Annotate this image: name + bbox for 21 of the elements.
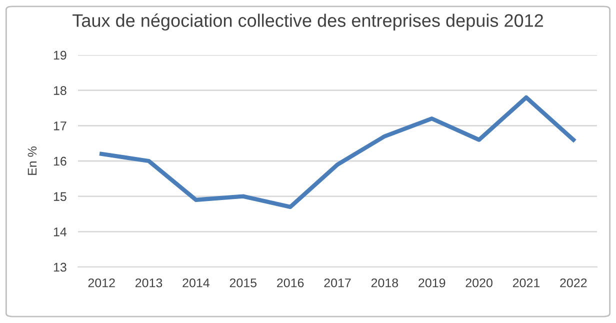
x-tick-label: 2018: [371, 278, 398, 288]
x-tick-label: 2017: [324, 278, 351, 288]
x-tick-label: 2021: [512, 278, 540, 288]
y-tick-label: 13: [54, 262, 66, 272]
y-tick-label: 16: [54, 156, 66, 166]
y-tick-label: 14: [54, 228, 67, 236]
chart-title: Taux de négociation collective des entreprises depuis 2012: [72, 13, 543, 31]
x-tick-label: 2013: [136, 278, 162, 288]
y-tick-label: 19: [54, 50, 66, 60]
y-axis-title: En %: [28, 146, 37, 175]
x-tick-label: 2020: [466, 278, 492, 288]
y-tick-label: 17: [54, 122, 66, 130]
x-tick-label: 2016: [277, 278, 304, 288]
x-tick-label: 2022: [560, 278, 587, 288]
x-tick-label: 2014: [182, 278, 210, 288]
x-tick-label: 2015: [230, 278, 257, 288]
x-tick-label: 2012: [88, 278, 115, 288]
y-tick-label: 18: [54, 86, 66, 95]
line-series: [100, 95, 576, 210]
x-tick-label: 2019: [418, 278, 446, 288]
y-tick-label: 15: [54, 192, 66, 201]
